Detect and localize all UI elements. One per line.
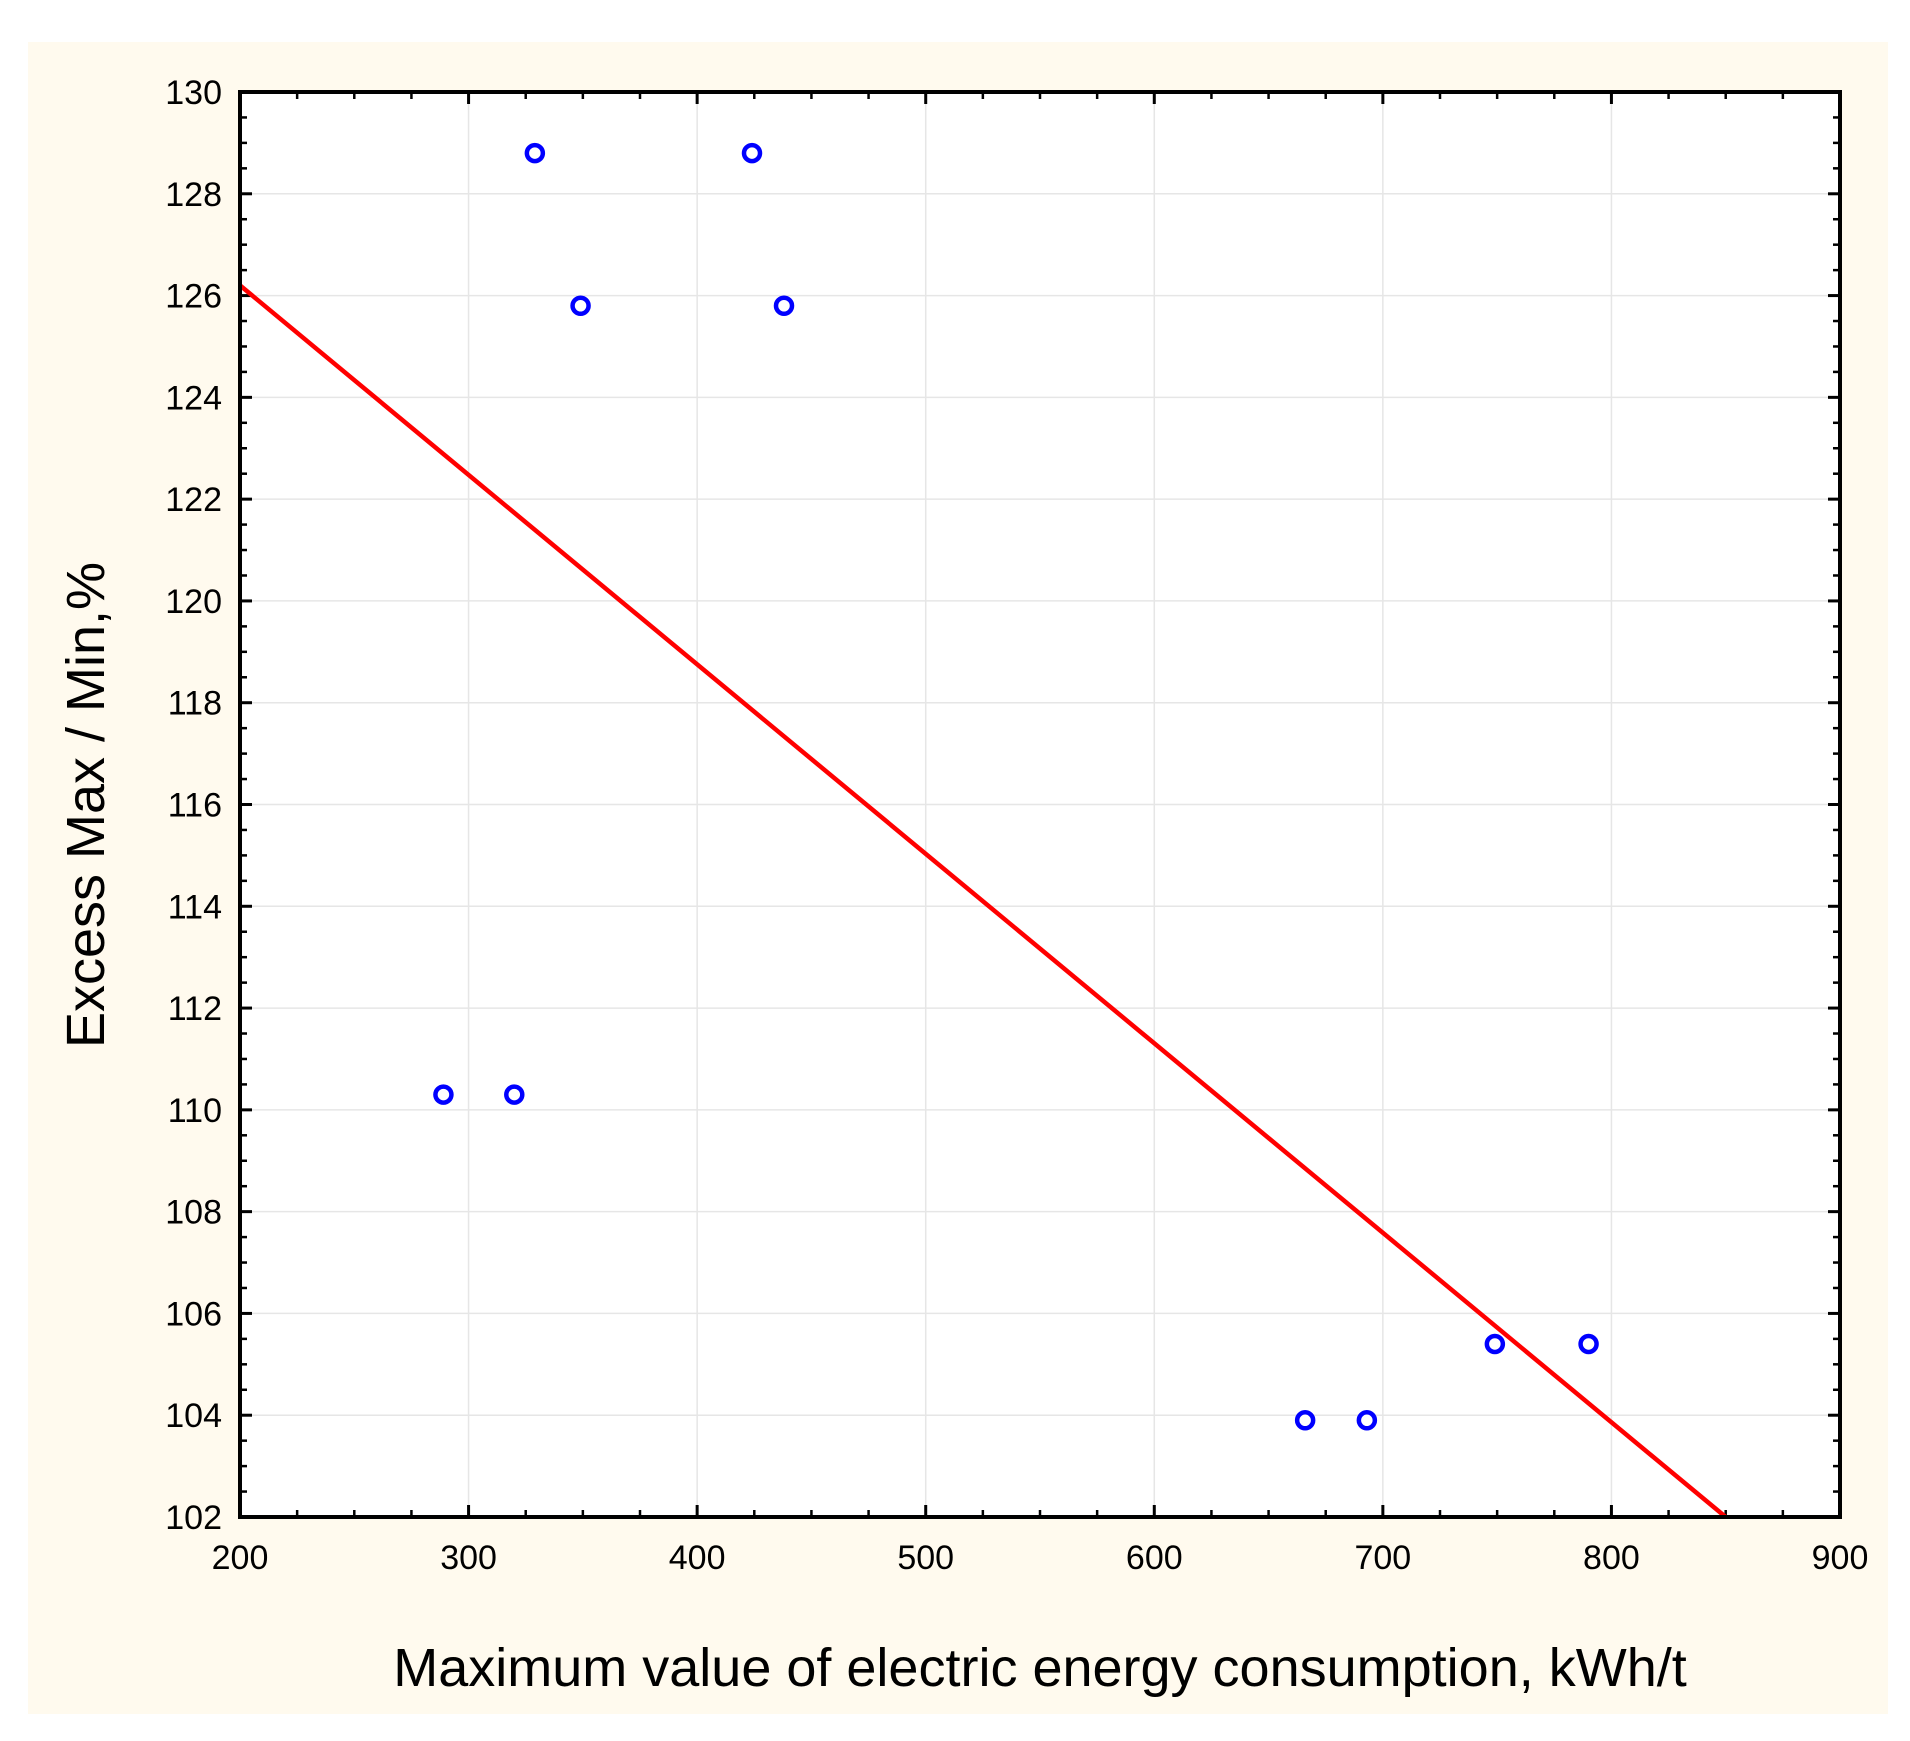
data-point xyxy=(1356,1410,1378,1431)
y-tick-label: 118 xyxy=(168,685,222,723)
x-tick-labels: 200 300 400 500 600 700 800 900 xyxy=(212,1539,1869,1577)
data-point xyxy=(1294,1410,1316,1431)
y-tick-label: 116 xyxy=(168,787,222,825)
y-tick-labels: 102 104 106 108 110 112 114 116 118 120 122 124 126 1… xyxy=(165,74,222,1537)
y-tick-label: 104 xyxy=(165,1397,222,1435)
x-tick-label: 800 xyxy=(1583,1539,1640,1577)
data-point xyxy=(524,142,546,164)
data-point xyxy=(741,142,763,164)
x-axis-title: Maximum value of electric energy consump… xyxy=(393,1638,1687,1698)
fit-line-layer xyxy=(238,283,1728,1519)
y-tick-label: 108 xyxy=(165,1194,222,1232)
x-tick-label: 400 xyxy=(669,1539,726,1577)
x-tick-label: 600 xyxy=(1126,1539,1183,1577)
data-point xyxy=(773,295,795,316)
x-tick-label: 700 xyxy=(1354,1539,1411,1577)
data-point xyxy=(1578,1333,1599,1355)
y-tick-label: 102 xyxy=(165,1499,222,1537)
x-tick-label: 500 xyxy=(897,1539,954,1577)
data-points xyxy=(433,142,1599,1431)
y-tick-label: 114 xyxy=(168,888,222,926)
data-point xyxy=(570,295,591,316)
gridlines xyxy=(240,92,1840,1517)
data-point xyxy=(433,1084,454,1105)
y-tick-label: 122 xyxy=(165,481,222,519)
x-tick-label: 300 xyxy=(440,1539,497,1577)
fit-line xyxy=(238,283,1728,1519)
y-tick-label: 110 xyxy=(168,1092,222,1130)
plot-frame xyxy=(238,90,1842,1519)
y-tick-label: 126 xyxy=(165,278,222,316)
x-tick-label: 200 xyxy=(212,1539,269,1577)
x-tick-label: 900 xyxy=(1812,1539,1869,1577)
y-tick-label: 120 xyxy=(165,583,222,621)
y-tick-label: 124 xyxy=(165,379,222,417)
data-point xyxy=(1484,1333,1506,1355)
y-tick-label: 130 xyxy=(165,74,222,112)
y-tick-label: 112 xyxy=(168,990,222,1028)
y-axis-title: Excess Max / Min,% xyxy=(56,562,116,1048)
y-tick-label: 106 xyxy=(165,1295,222,1333)
data-point xyxy=(504,1084,525,1105)
y-tick-label: 128 xyxy=(165,176,222,214)
